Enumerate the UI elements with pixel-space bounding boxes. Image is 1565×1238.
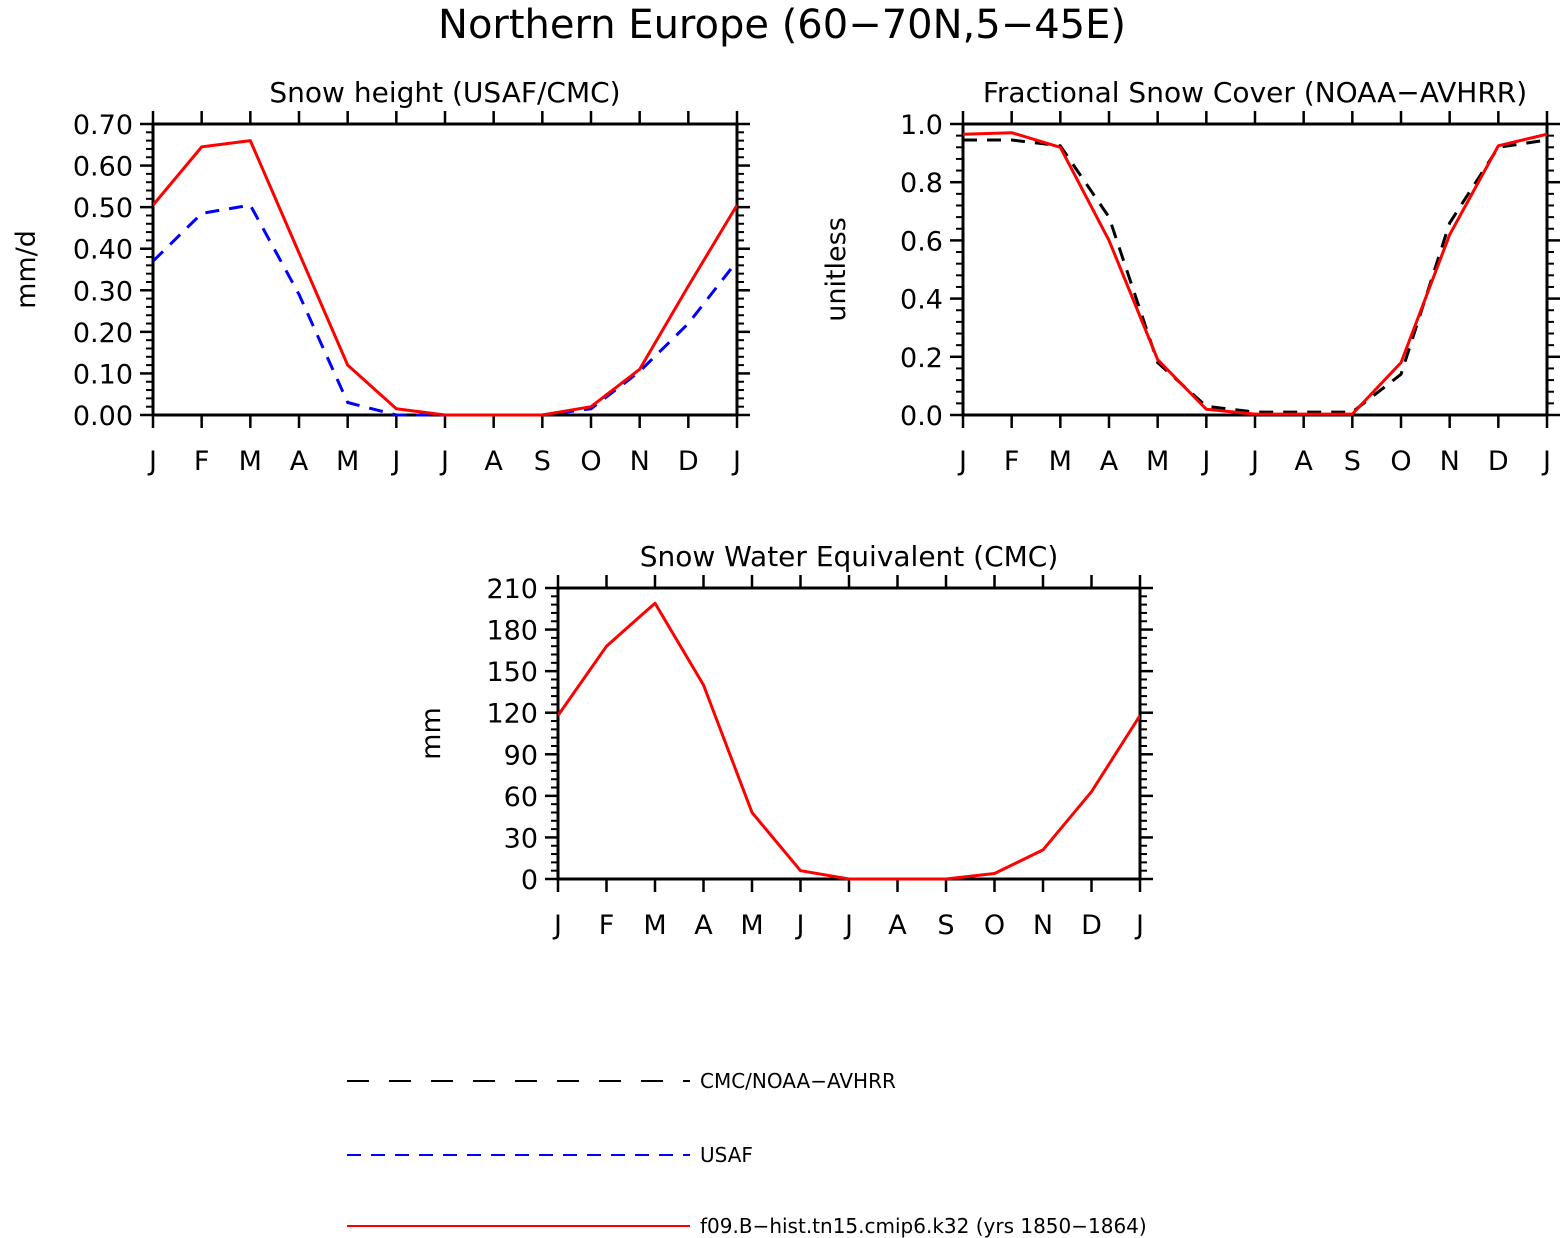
y-tick-label: 0.40: [73, 235, 133, 266]
x-tick-label: S: [534, 446, 551, 477]
x-tick-label: M: [740, 910, 763, 941]
y-tick-label: 0: [521, 865, 538, 896]
legend: CMC/NOAA−AVHRR USAF f09.B−hist.tn15.cmip6.…: [347, 1069, 1147, 1238]
x-tick-label: J: [1249, 446, 1259, 477]
y-tick-label: 60: [504, 782, 538, 813]
x-tick-label: J: [843, 910, 853, 941]
x-tick-label: J: [1541, 446, 1551, 477]
x-tick-label: A: [1100, 446, 1119, 477]
y-tick-label: 0.8: [900, 168, 943, 199]
x-tick-label: F: [1004, 446, 1020, 477]
x-tick-label: A: [290, 446, 309, 477]
x-tick-label: M: [1049, 446, 1072, 477]
series-line-1: [963, 138, 1547, 414]
x-tick-label: D: [1081, 910, 1102, 941]
y-axis-label: mm: [416, 707, 447, 760]
y-tick-label: 0.20: [73, 318, 133, 349]
y-tick-label: 0.6: [900, 226, 943, 257]
main-title: Northern Europe (60−70N,5−45E): [438, 2, 1126, 48]
y-tick-label: 0.50: [73, 193, 133, 224]
x-tick-label: J: [1134, 910, 1144, 941]
legend-item-1: CMC/NOAA−AVHRR: [347, 1069, 896, 1093]
y-tick-label: 30: [504, 823, 538, 854]
y-tick-label: 0.00: [73, 401, 133, 432]
chart-title: Snow height (USAF/CMC): [269, 76, 620, 109]
x-tick-label: N: [1440, 446, 1460, 477]
legend-label: f09.B−hist.tn15.cmip6.k32 (yrs 1850−1864…: [700, 1214, 1147, 1238]
series-line-2: [153, 203, 737, 417]
plot-frame: [961, 122, 1549, 417]
x-tick-label: M: [239, 446, 262, 477]
legend-item-3: f09.B−hist.tn15.cmip6.k32 (yrs 1850−1864…: [347, 1214, 1147, 1238]
y-tick-label: 150: [486, 657, 538, 688]
plot-frame: [556, 586, 1142, 881]
series-line-2: [558, 601, 1140, 881]
x-tick-label: O: [1390, 446, 1411, 477]
x-tick-label: A: [484, 446, 503, 477]
x-tick-label: M: [643, 910, 666, 941]
chart-panel-1: Snow height (USAF/CMC)J F M A M J J A S O N D J0.000…: [11, 76, 750, 477]
x-tick-label: S: [937, 910, 954, 941]
chart-panel-2: Fractional Snow Cover (NOAA−AVHRR)J F M A M J…: [821, 76, 1560, 477]
y-tick-label: 1.0: [900, 110, 943, 141]
y-tick-label: 0.60: [73, 152, 133, 183]
y-tick-label: 120: [486, 699, 538, 730]
y-tick-label: 0.10: [73, 359, 133, 390]
x-tick-label: A: [888, 910, 907, 941]
y-tick-label: 180: [486, 616, 538, 647]
chart-panel-3: Snow Water Equivalent (CMC)J F M A M J J A S O N D J…: [416, 540, 1153, 941]
x-tick-label: J: [439, 446, 449, 477]
chart-title: Fractional Snow Cover (NOAA−AVHRR): [983, 76, 1527, 109]
y-tick-label: 90: [504, 740, 538, 771]
x-tick-label: A: [1294, 446, 1313, 477]
x-tick-label: N: [630, 446, 650, 477]
x-tick-label: J: [1200, 446, 1210, 477]
x-tick-label: O: [580, 446, 601, 477]
y-tick-label: 0.4: [900, 285, 943, 316]
series-line-2: [963, 131, 1547, 416]
x-tick-label: D: [678, 446, 699, 477]
series-line-3: [153, 139, 737, 417]
x-tick-label: M: [336, 446, 359, 477]
x-tick-label: F: [599, 910, 615, 941]
x-tick-label: J: [147, 446, 157, 477]
plot-frame: [151, 122, 739, 417]
y-axis-label: unitless: [821, 217, 852, 322]
x-tick-label: J: [731, 446, 741, 477]
y-tick-label: 210: [486, 574, 538, 605]
x-tick-label: J: [795, 910, 805, 941]
x-tick-label: N: [1033, 910, 1053, 941]
legend-item-2: USAF: [347, 1143, 753, 1167]
y-tick-label: 0.0: [900, 401, 943, 432]
legend-label: CMC/NOAA−AVHRR: [700, 1069, 896, 1093]
x-tick-label: D: [1488, 446, 1509, 477]
y-tick-label: 0.70: [73, 110, 133, 141]
chart-title: Snow Water Equivalent (CMC): [640, 540, 1059, 573]
y-tick-label: 0.2: [900, 343, 943, 374]
x-tick-label: S: [1344, 446, 1361, 477]
x-tick-label: J: [957, 446, 967, 477]
x-tick-label: F: [194, 446, 210, 477]
x-tick-label: M: [1146, 446, 1169, 477]
x-tick-label: J: [390, 446, 400, 477]
y-tick-label: 0.30: [73, 276, 133, 307]
x-tick-label: O: [984, 910, 1005, 941]
legend-label: USAF: [700, 1143, 753, 1167]
x-tick-label: A: [694, 910, 713, 941]
y-axis-label: mm/d: [11, 230, 42, 309]
x-tick-label: J: [552, 910, 562, 941]
charts-group: Snow height (USAF/CMC)J F M A M J J A S O N D J0.000…: [11, 76, 1560, 941]
